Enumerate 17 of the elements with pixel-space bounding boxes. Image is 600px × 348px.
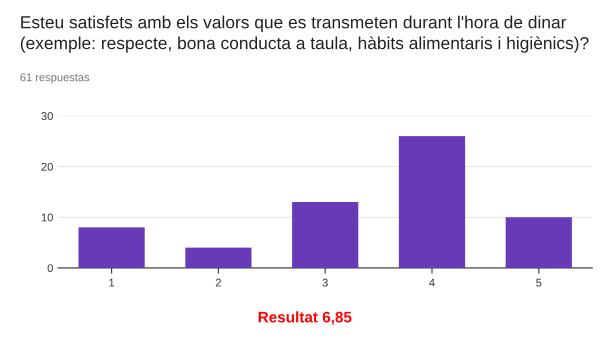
x-tick-label: 5 (536, 278, 542, 287)
x-tick-label: 2 (216, 278, 221, 286)
y-tick-label: 0 (48, 264, 53, 272)
bar (78, 227, 145, 268)
x-tick-label: 3 (322, 278, 328, 287)
bar (506, 217, 572, 268)
bar (398, 136, 466, 268)
y-tick-label: 30 (41, 112, 53, 120)
text: Resultat 6,85 (258, 311, 352, 325)
y-tick-label: 10 (42, 214, 53, 222)
chart-subtitle: 61 respuestas (20, 73, 90, 84)
y-tick-label: 20 (42, 162, 53, 171)
x-tick-label: 4 (429, 278, 435, 286)
chart-title: Esteu satisfets amb els valors que es transmeten durant l'hora de dinar (exemple: respecte, bona conducta a taula, hàbits alimentaris i higiènics)? (20, 16, 589, 53)
bar (292, 202, 358, 268)
x-tick-label: 1 (109, 278, 114, 286)
bar (185, 248, 252, 268)
